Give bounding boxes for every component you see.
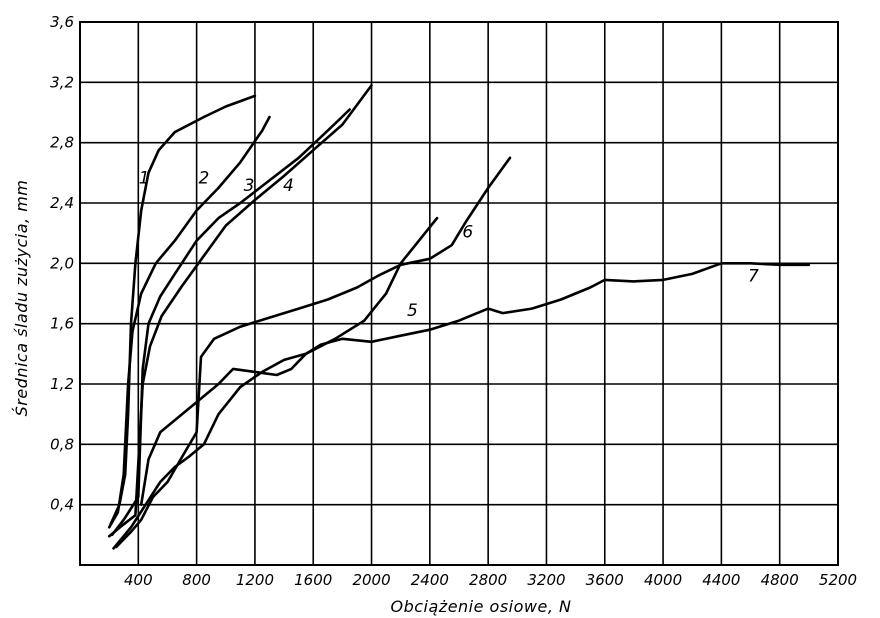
y-tick-label: 3,2 [50, 73, 74, 91]
y-tick-label: 1,6 [50, 315, 74, 333]
y-tick-label: 1,2 [50, 375, 74, 393]
y-tick-label: 0,8 [50, 435, 74, 453]
y-axis-label: Średnica śladu zużycia, mm [12, 180, 31, 417]
x-tick-label: 3600 [586, 571, 624, 589]
x-axis-ticks: 400 800 1200 1600 2000 2400 2800 3200 3600 4000 44… [124, 571, 857, 589]
x-tick-label: 2400 [411, 571, 449, 589]
series-label-2: 2 [198, 168, 209, 188]
x-tick-label: 4400 [702, 571, 740, 589]
series-label-1: 1 [139, 168, 150, 188]
series-label-3: 3 [244, 176, 255, 196]
series-label-7: 7 [748, 266, 759, 286]
x-tick-label: 4800 [761, 571, 799, 589]
series-label-6: 6 [462, 223, 473, 243]
x-tick-label: 1600 [294, 571, 332, 589]
series-labels: 1 2 3 4 5 6 7 [139, 168, 759, 321]
y-tick-label: 2,4 [50, 194, 74, 212]
series-line-7 [139, 262, 811, 506]
series-line-2 [107, 115, 271, 529]
x-tick-label: 5200 [819, 571, 857, 589]
x-tick-label: 4000 [644, 571, 682, 589]
x-tick-label: 2800 [469, 571, 507, 589]
x-tick-label: 2000 [352, 571, 390, 589]
y-tick-label: 2,8 [50, 134, 74, 152]
x-tick-label: 400 [124, 571, 153, 589]
series-label-4: 4 [283, 176, 294, 196]
y-tick-label: 2,0 [50, 254, 74, 272]
series-line-6 [115, 156, 512, 549]
y-tick-label: 3,6 [50, 13, 74, 31]
series-label-5: 5 [407, 301, 418, 321]
x-tick-label: 800 [182, 571, 211, 589]
series-group [107, 84, 811, 550]
x-tick-label: 3200 [527, 571, 565, 589]
series-line-4 [107, 84, 373, 538]
y-axis-ticks: 0,4 0,8 1,2 1,6 2,0 2,4 2,8 3,2 3,6 [50, 13, 74, 514]
series-line-3 [110, 108, 351, 537]
plot-frame [79, 21, 839, 566]
series-line-5 [112, 216, 439, 550]
x-axis-label: Obciążenie osiowe, N [391, 597, 572, 616]
series-line-1 [109, 94, 257, 526]
chart-grid [80, 21, 839, 565]
x-tick-label: 1200 [236, 571, 274, 589]
y-tick-label: 0,4 [50, 496, 74, 514]
